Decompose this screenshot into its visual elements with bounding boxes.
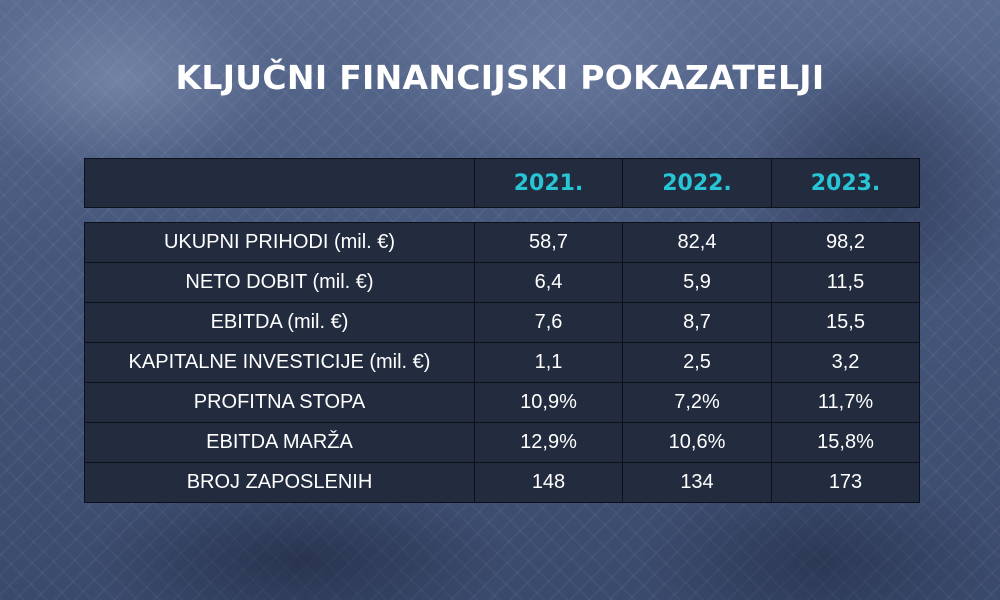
cell-value: 58,7 <box>474 222 623 263</box>
row-label: UKUPNI PRIHODI (mil. €) <box>84 222 475 263</box>
cell-value: 11,5 <box>771 262 920 303</box>
cell-value: 82,4 <box>622 222 772 263</box>
column-header-2023: 2023. <box>771 158 920 208</box>
table-row: PROFITNA STOPA 10,9% 7,2% 11,7% <box>84 382 920 423</box>
row-label: EBITDA MARŽA <box>84 422 475 463</box>
row-label: EBITDA (mil. €) <box>84 302 475 343</box>
table-row: UKUPNI PRIHODI (mil. €) 58,7 82,4 98,2 <box>84 222 920 263</box>
cell-value: 5,9 <box>622 262 772 303</box>
table-header-row: 2021. 2022. 2023. <box>84 158 920 208</box>
table-row: NETO DOBIT (mil. €) 6,4 5,9 11,5 <box>84 262 920 303</box>
cell-value: 3,2 <box>771 342 920 383</box>
table-gap <box>85 208 920 223</box>
cell-value: 2,5 <box>622 342 772 383</box>
header-corner-cell <box>84 158 475 208</box>
financial-table: 2021. 2022. 2023. UKUPNI PRIHODI (mil. €… <box>84 158 920 503</box>
cell-value: 12,9% <box>474 422 623 463</box>
table-row: BROJ ZAPOSLENIH 148 134 173 <box>84 462 920 503</box>
cell-value: 7,2% <box>622 382 772 423</box>
cell-value: 8,7 <box>622 302 772 343</box>
cell-value: 1,1 <box>474 342 623 383</box>
cell-value: 10,6% <box>622 422 772 463</box>
page-title: KLJUČNI FINANCIJSKI POKAZATELJI <box>175 58 825 97</box>
cell-value: 11,7% <box>771 382 920 423</box>
cell-value: 7,6 <box>474 302 623 343</box>
cell-value: 10,9% <box>474 382 623 423</box>
cell-value: 6,4 <box>474 262 623 303</box>
cell-value: 15,5 <box>771 302 920 343</box>
row-label: NETO DOBIT (mil. €) <box>84 262 475 303</box>
row-label: PROFITNA STOPA <box>84 382 475 423</box>
row-label: KAPITALNE INVESTICIJE (mil. €) <box>84 342 475 383</box>
table-row: EBITDA MARŽA 12,9% 10,6% 15,8% <box>84 422 920 463</box>
table-row: KAPITALNE INVESTICIJE (mil. €) 1,1 2,5 3… <box>84 342 920 383</box>
cell-value: 15,8% <box>771 422 920 463</box>
table-row: EBITDA (mil. €) 7,6 8,7 15,5 <box>84 302 920 343</box>
cell-value: 98,2 <box>771 222 920 263</box>
row-label: BROJ ZAPOSLENIH <box>84 462 475 503</box>
column-header-2022: 2022. <box>622 158 772 208</box>
cell-value: 148 <box>474 462 623 503</box>
column-header-2021: 2021. <box>474 158 623 208</box>
cell-value: 173 <box>771 462 920 503</box>
cell-value: 134 <box>622 462 772 503</box>
